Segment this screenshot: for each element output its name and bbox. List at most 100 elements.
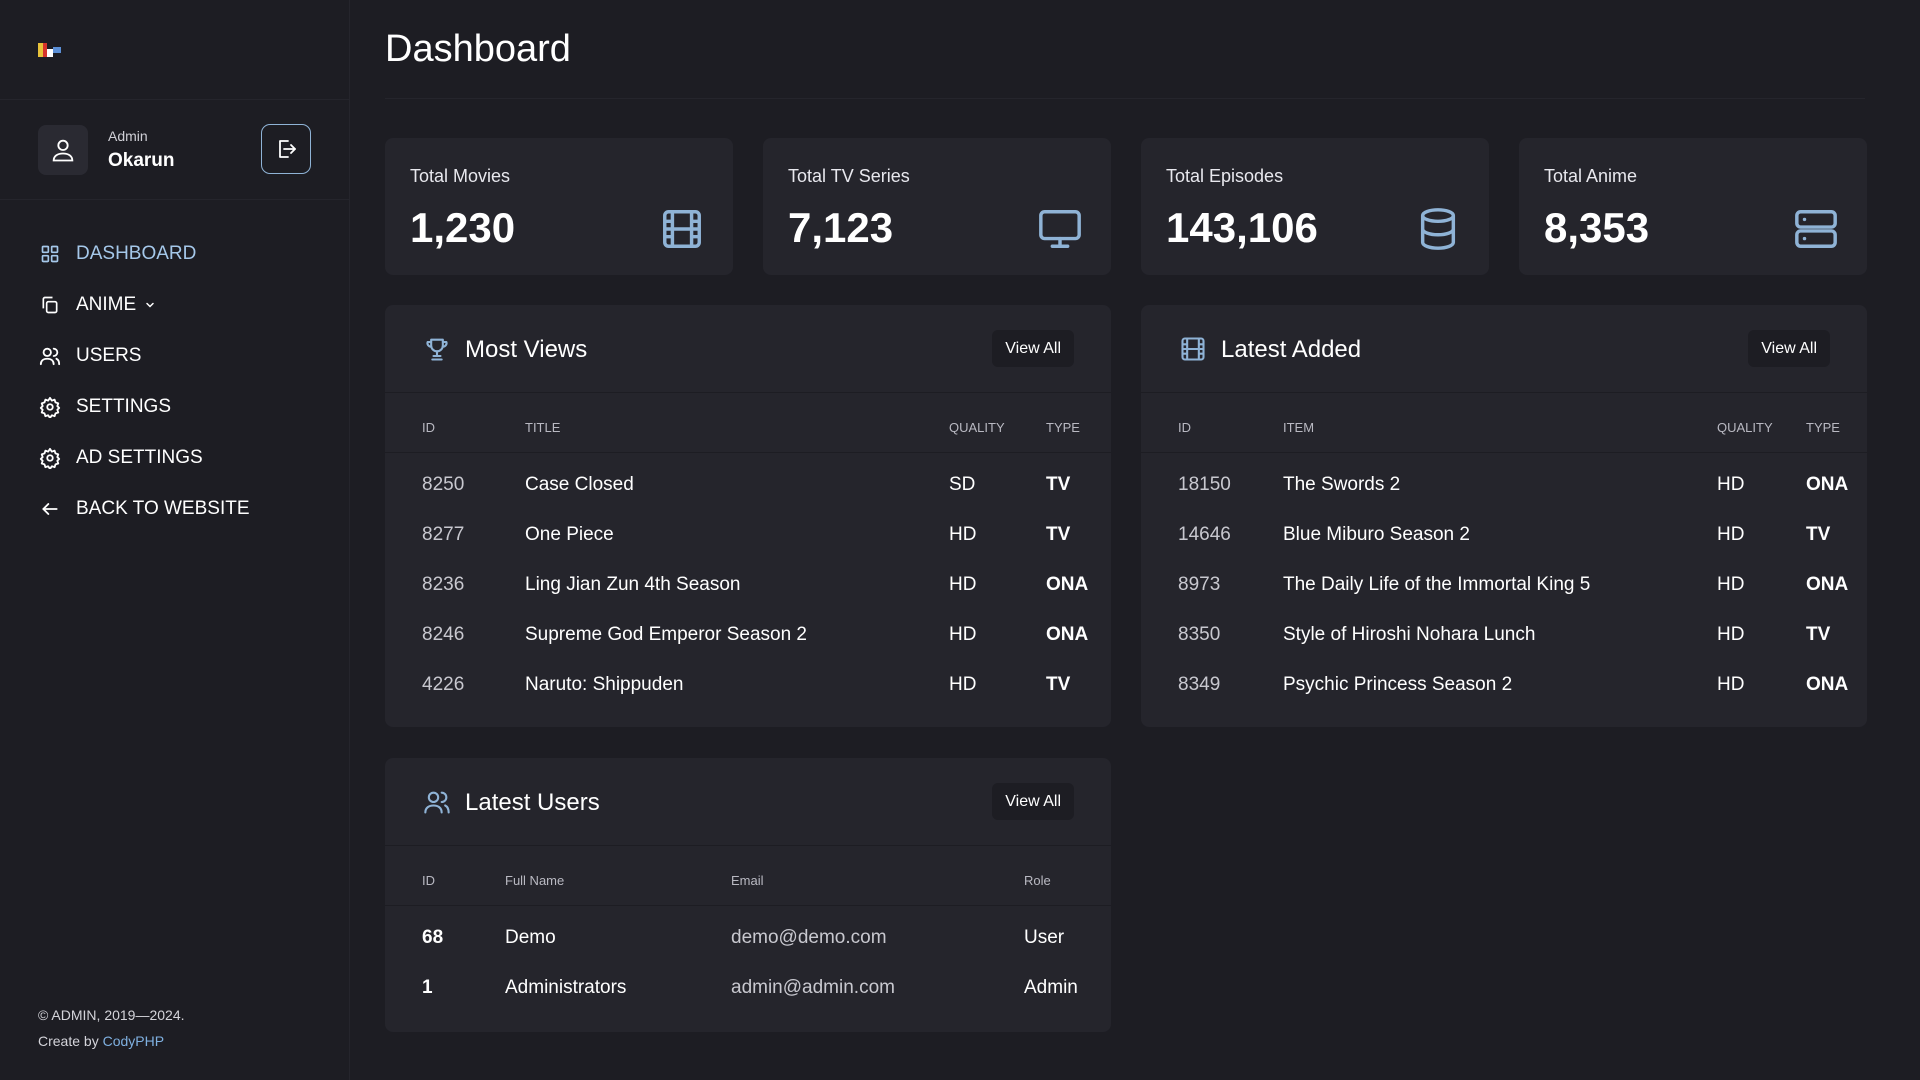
cell-title[interactable]: The Daily Life of the Immortal King 5	[1283, 574, 1591, 595]
table-row[interactable]: 8349 Psychic Princess Season 2 HD ONA	[1141, 660, 1867, 710]
cell-email: admin@admin.com	[731, 977, 895, 998]
panel-title: Most Views	[465, 336, 588, 363]
profile-area: Admin Okarun	[0, 100, 349, 200]
sidebar-item-label: AD SETTINGS	[76, 446, 203, 468]
latest-users-panel: Latest Users View All ID Full Name Email…	[385, 758, 1111, 1032]
stat-label: Total Episodes	[1166, 166, 1284, 186]
user-icon	[52, 139, 74, 161]
cell-id: 1	[422, 977, 433, 998]
column-header[interactable]: TYPE	[1806, 420, 1840, 435]
cell-quality: HD	[949, 674, 977, 695]
cell-quality: HD	[1717, 624, 1745, 645]
column-header[interactable]: ID	[422, 420, 435, 435]
users-icon	[424, 791, 450, 814]
table-row[interactable]: 18150 The Swords 2 HD ONA	[1141, 460, 1867, 510]
table-body: 68 Demo demo@demo.com User 1 Administrat…	[385, 906, 1111, 1013]
column-header[interactable]: TYPE	[1046, 420, 1080, 435]
stat-label: Total Anime	[1544, 166, 1638, 186]
cell-title[interactable]: Blue Miburo Season 2	[1283, 524, 1470, 545]
sidebar-item-anime[interactable]: ANIME	[0, 279, 349, 330]
cell-title[interactable]: The Swords 2	[1283, 474, 1401, 495]
main-content: Dashboard Total Movies 1,230 Total TV Se…	[350, 0, 1900, 1080]
page-title: Dashboard	[385, 28, 571, 70]
panel-title: Latest Users	[465, 789, 600, 816]
table-row[interactable]: 8277 One Piece HD TV	[385, 510, 1111, 560]
column-header[interactable]: Role	[1024, 873, 1051, 888]
cell-quality: HD	[949, 624, 977, 645]
cell-title[interactable]: Supreme God Emperor Season 2	[525, 624, 807, 645]
panel-header: Latest Added View All	[1141, 305, 1867, 393]
table-row[interactable]: 8250 Case Closed SD TV	[385, 460, 1111, 510]
database-icon	[1420, 208, 1456, 250]
most-views-panel: Most Views View All ID TITLE QUALITY TYP…	[385, 305, 1111, 727]
cell-title[interactable]: One Piece	[525, 524, 614, 545]
cell-title[interactable]: Psychic Princess Season 2	[1283, 674, 1513, 695]
stat-card-tv-series: Total TV Series 7,123	[763, 138, 1111, 275]
credit-prefix: Create by	[38, 1033, 103, 1049]
gear-icon	[38, 395, 62, 419]
cell-type: ONA	[1806, 574, 1849, 595]
view-all-button[interactable]: View All	[992, 783, 1074, 820]
column-header[interactable]: ITEM	[1283, 420, 1315, 435]
stat-value: 143,106	[1166, 204, 1318, 251]
table-header: ID Full Name Email Role	[385, 846, 1111, 906]
grid-icon	[38, 242, 62, 266]
profile-name: Okarun	[108, 149, 175, 171]
cell-title[interactable]: Case Closed	[525, 474, 634, 495]
column-header[interactable]: QUALITY	[1717, 420, 1773, 435]
cell-type: TV	[1806, 624, 1831, 645]
sidebar-item-ad-settings[interactable]: AD SETTINGS	[0, 432, 349, 483]
column-header[interactable]: Full Name	[505, 873, 565, 888]
table-row[interactable]: 4226 Naruto: Shippuden HD TV	[385, 660, 1111, 710]
cell-quality: HD	[949, 524, 977, 545]
sidebar-item-label: SETTINGS	[76, 395, 172, 417]
sidebar-item-users[interactable]: USERS	[0, 330, 349, 381]
cell-id: 8973	[1178, 574, 1221, 595]
table-row[interactable]: 68 Demo demo@demo.com User	[385, 913, 1111, 963]
cell-email: demo@demo.com	[731, 927, 887, 948]
users-icon	[38, 344, 62, 368]
cell-quality: SD	[949, 474, 976, 495]
table-row[interactable]: 8246 Supreme God Emperor Season 2 HD ONA	[385, 610, 1111, 660]
table-row[interactable]: 1 Administrators admin@admin.com Admin	[385, 963, 1111, 1013]
cell-type: TV	[1046, 674, 1071, 695]
cell-title[interactable]: Ling Jian Zun 4th Season	[525, 574, 741, 595]
logout-button[interactable]	[261, 124, 311, 174]
cell-id: 18150	[1178, 474, 1231, 495]
stat-value: 1,230	[410, 204, 516, 251]
column-header[interactable]: Email	[731, 873, 764, 888]
cell-name[interactable]: Administrators	[505, 977, 627, 998]
sidebar-item-label: DASHBOARD	[76, 242, 197, 264]
view-all-button[interactable]: View All	[1748, 330, 1830, 367]
table-body: 8250 Case Closed SD TV 8277 One Piece HD…	[385, 453, 1111, 710]
sidebar-item-settings[interactable]: SETTINGS	[0, 381, 349, 432]
column-header[interactable]: ID	[1178, 420, 1191, 435]
site-logo[interactable]	[38, 42, 64, 57]
column-header[interactable]: ID	[422, 873, 435, 888]
table-row[interactable]: 14646 Blue Miburo Season 2 HD TV	[1141, 510, 1867, 560]
cell-name[interactable]: Demo	[505, 927, 556, 948]
cell-quality: HD	[1717, 524, 1745, 545]
sidebar-item-label: BACK TO WEBSITE	[76, 497, 250, 519]
column-header[interactable]: TITLE	[525, 420, 561, 435]
table-row[interactable]: 8350 Style of Hiroshi Nohara Lunch HD TV	[1141, 610, 1867, 660]
sidebar-item-back-to-website[interactable]: BACK TO WEBSITE	[0, 483, 349, 534]
table-header: ID ITEM QUALITY TYPE	[1141, 393, 1867, 453]
stat-label: Total Movies	[410, 166, 511, 186]
copy-icon	[38, 293, 62, 317]
stat-card-movies: Total Movies 1,230	[385, 138, 733, 275]
logo-area	[0, 0, 349, 100]
cell-title[interactable]: Naruto: Shippuden	[525, 674, 684, 695]
table-row[interactable]: 8973 The Daily Life of the Immortal King…	[1141, 560, 1867, 610]
sidebar-item-dashboard[interactable]: DASHBOARD	[0, 228, 349, 279]
logout-icon	[279, 140, 296, 158]
cell-id: 8349	[1178, 674, 1221, 695]
cell-type: ONA	[1806, 674, 1849, 695]
column-header[interactable]: QUALITY	[949, 420, 1005, 435]
view-all-button[interactable]: View All	[992, 330, 1074, 367]
cell-quality: HD	[1717, 674, 1745, 695]
chevron-down-icon	[146, 302, 154, 308]
credit-link[interactable]: CodyPHP	[102, 1033, 165, 1049]
table-row[interactable]: 8236 Ling Jian Zun 4th Season HD ONA	[385, 560, 1111, 610]
cell-title[interactable]: Style of Hiroshi Nohara Lunch	[1283, 624, 1536, 645]
